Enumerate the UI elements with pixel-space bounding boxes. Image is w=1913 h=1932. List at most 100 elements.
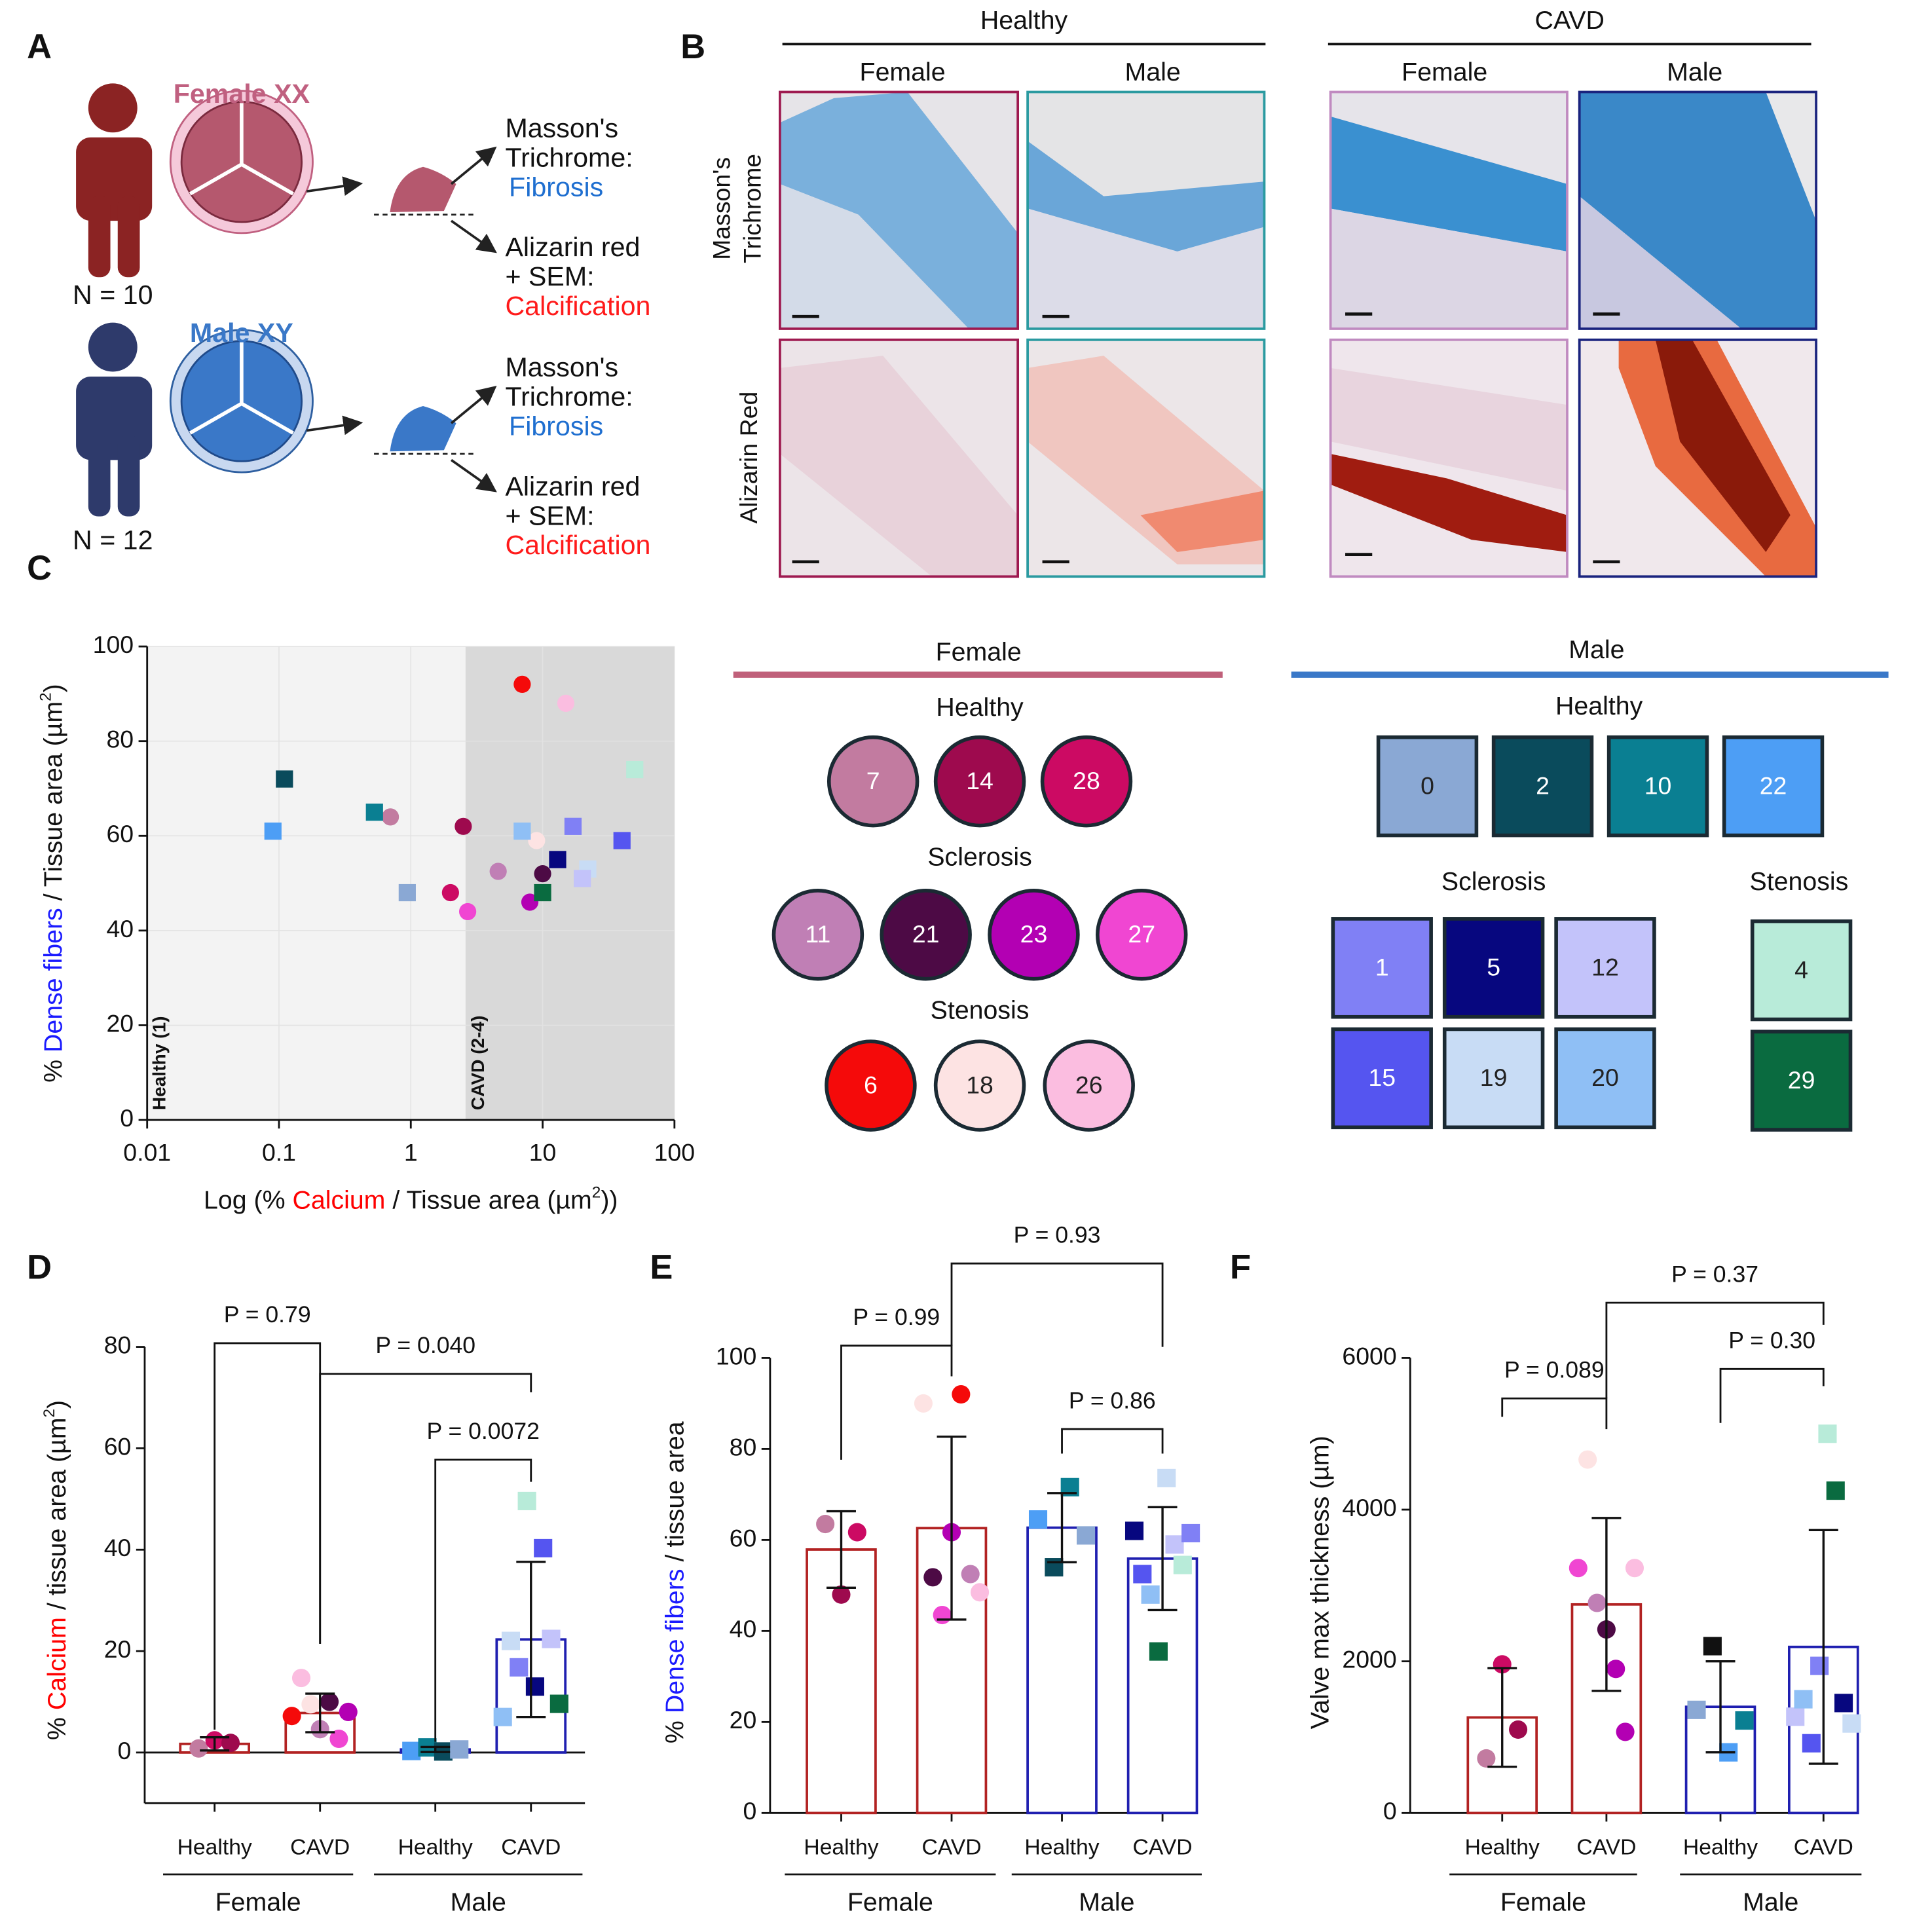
data-point	[301, 1695, 320, 1714]
tissue	[1579, 92, 1817, 329]
arrow	[306, 415, 363, 436]
key-class-title: Sclerosis	[927, 842, 1031, 871]
method: Trichrome:	[505, 142, 633, 172]
significance-bracket	[840, 1345, 953, 1460]
x-tick-label: 100	[654, 1138, 695, 1166]
key-sample	[826, 735, 919, 828]
label-part: )	[39, 684, 68, 692]
data-point	[1607, 1660, 1625, 1679]
data-point	[534, 865, 551, 883]
data-point	[510, 1658, 529, 1677]
x-tick-label: CAVD	[1576, 1835, 1636, 1860]
label-part: Dense fibers	[39, 908, 68, 1052]
data-point	[398, 883, 416, 902]
data-point	[542, 1629, 561, 1648]
arrow	[450, 458, 497, 492]
p-value: P = 0.040	[375, 1332, 475, 1358]
data-point	[847, 1523, 866, 1542]
label-part: Valve max thickness (µm)	[1306, 1436, 1335, 1729]
person-head	[88, 83, 138, 133]
key-class-title: Sclerosis	[1441, 867, 1546, 896]
sample-id: 1	[1375, 954, 1389, 981]
border	[778, 90, 1019, 330]
male-schematic: Male XY N = 12 Masson's Trichrome: Fibro…	[73, 318, 650, 560]
y-tick-label: 0	[120, 1104, 134, 1132]
sample-id: 12	[1591, 954, 1619, 981]
sample-id: 7	[866, 767, 880, 794]
x-tick-label: CAVD	[1794, 1835, 1853, 1860]
condition-header: CAVD	[1535, 6, 1605, 35]
key-class-title: Stenosis	[931, 996, 1030, 1025]
data-point	[1834, 1694, 1853, 1713]
sample-id: 22	[1760, 771, 1787, 799]
key-sample	[1043, 1039, 1135, 1132]
sample-id: 23	[1020, 920, 1048, 948]
key-sample	[1096, 889, 1188, 981]
data-point	[276, 770, 293, 788]
y-tick-label: 20	[104, 1635, 132, 1663]
key-sample	[880, 889, 972, 981]
data-point	[1141, 1585, 1160, 1604]
data-point	[1124, 1521, 1144, 1540]
scale-bars	[792, 312, 1620, 564]
significance-bracket	[1719, 1367, 1825, 1423]
group-label: Female	[847, 1887, 933, 1916]
readout: Calcification	[505, 530, 650, 560]
group-title: Male XY	[190, 318, 293, 348]
y-tick-label: 4000	[1342, 1494, 1396, 1521]
x-tick-label: Healthy	[1683, 1835, 1758, 1860]
label-part: / Tissue area (µm	[39, 701, 68, 908]
label-part: / tissue area	[661, 1421, 690, 1569]
data-point	[574, 870, 591, 887]
y-tick-label: 60	[104, 1432, 132, 1460]
p-value: P = 0.99	[853, 1304, 940, 1330]
label-part: 2	[41, 1409, 58, 1418]
method: Trichrome:	[505, 382, 633, 412]
tissue	[1028, 141, 1265, 251]
significance-bracket	[1061, 1428, 1164, 1454]
data-point	[626, 760, 644, 779]
data-point	[564, 817, 582, 835]
column-header: Female	[1402, 58, 1487, 86]
data-point	[1181, 1523, 1200, 1543]
data-point	[458, 902, 477, 921]
data-point	[816, 1515, 835, 1534]
data-point	[1794, 1690, 1813, 1709]
data-point	[971, 1583, 990, 1602]
x-tick-label: Healthy	[804, 1835, 878, 1860]
y-tick-label: 80	[730, 1433, 757, 1460]
histology-panel: Healthy CAVD Female Male Female Male Mas…	[708, 6, 1817, 578]
key-sample	[1554, 1027, 1656, 1130]
data-point	[501, 1631, 521, 1650]
panel-letter: E	[650, 1248, 673, 1286]
error-bar	[1705, 1660, 1736, 1754]
p-value: P = 0.37	[1671, 1261, 1758, 1287]
arrow	[450, 146, 497, 185]
sample-id: 19	[1480, 1064, 1508, 1091]
method: Alizarin red	[505, 471, 640, 501]
y-tick-label: 2000	[1342, 1646, 1396, 1673]
data-point	[1165, 1535, 1184, 1554]
data-point	[402, 1741, 421, 1760]
tissue	[1028, 208, 1265, 329]
data-point	[1569, 1559, 1588, 1578]
data-point	[489, 863, 507, 880]
data-point	[1509, 1720, 1528, 1739]
row-header: Trichrome	[738, 154, 766, 263]
key-sample	[1331, 917, 1433, 1019]
data-point	[1735, 1711, 1754, 1730]
data-point	[1076, 1526, 1096, 1545]
key-sample	[1376, 735, 1479, 838]
significance-bracket	[319, 1373, 532, 1644]
data-point	[1625, 1559, 1644, 1578]
key-sample	[1722, 735, 1825, 838]
leaflet	[390, 405, 456, 452]
data-point	[557, 694, 575, 712]
border	[1329, 90, 1569, 330]
p-value: P = 0.089	[1504, 1356, 1605, 1383]
micrograph-borders	[778, 90, 1817, 578]
data-point	[1133, 1565, 1152, 1584]
y-tick-label: 60	[730, 1524, 757, 1551]
sample-id: 11	[805, 920, 830, 948]
data-point	[1173, 1555, 1192, 1574]
